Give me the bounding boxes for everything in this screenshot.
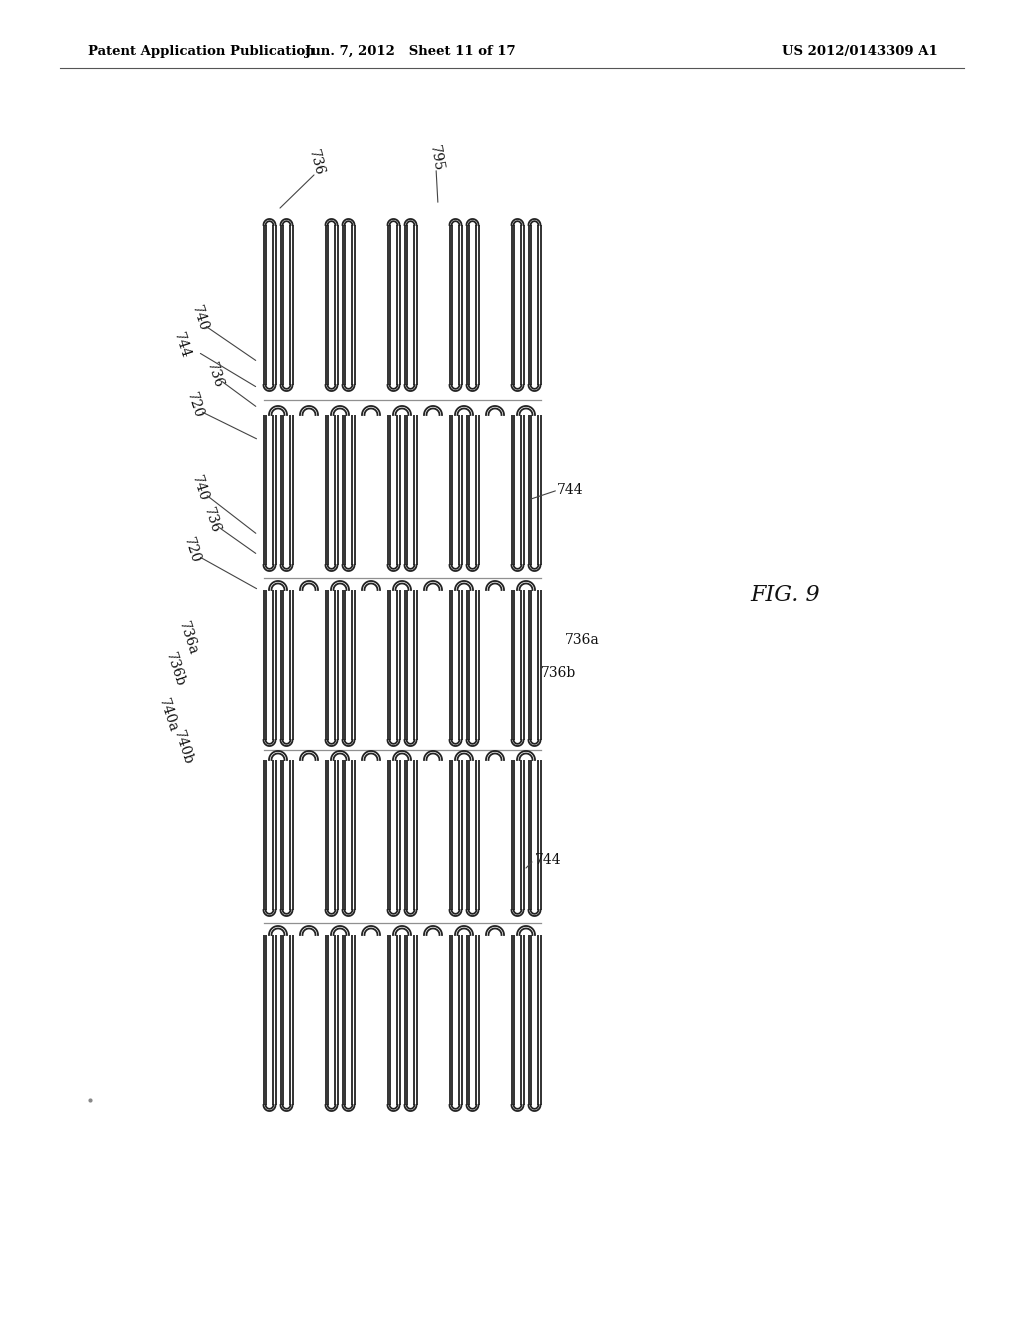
Text: 736b: 736b xyxy=(541,667,575,680)
Text: 744: 744 xyxy=(171,330,193,360)
Text: Patent Application Publication: Patent Application Publication xyxy=(88,45,314,58)
Text: 736: 736 xyxy=(202,506,223,535)
Text: 740b: 740b xyxy=(171,729,196,767)
Text: 736: 736 xyxy=(204,360,225,389)
Text: FIG. 9: FIG. 9 xyxy=(750,583,819,606)
Text: 736: 736 xyxy=(306,148,327,178)
Text: 720: 720 xyxy=(181,536,203,565)
Text: 744: 744 xyxy=(535,853,561,867)
Text: 736a: 736a xyxy=(176,619,200,656)
Text: 740: 740 xyxy=(189,304,211,333)
Text: 736b: 736b xyxy=(163,651,187,689)
Text: 740a: 740a xyxy=(156,696,180,734)
Text: Jun. 7, 2012   Sheet 11 of 17: Jun. 7, 2012 Sheet 11 of 17 xyxy=(305,45,515,58)
Text: 740: 740 xyxy=(189,474,211,503)
Text: 736a: 736a xyxy=(564,634,599,647)
Text: 744: 744 xyxy=(557,483,584,498)
Text: US 2012/0143309 A1: US 2012/0143309 A1 xyxy=(782,45,938,58)
Text: 720: 720 xyxy=(184,391,206,420)
Text: 795: 795 xyxy=(427,144,445,172)
